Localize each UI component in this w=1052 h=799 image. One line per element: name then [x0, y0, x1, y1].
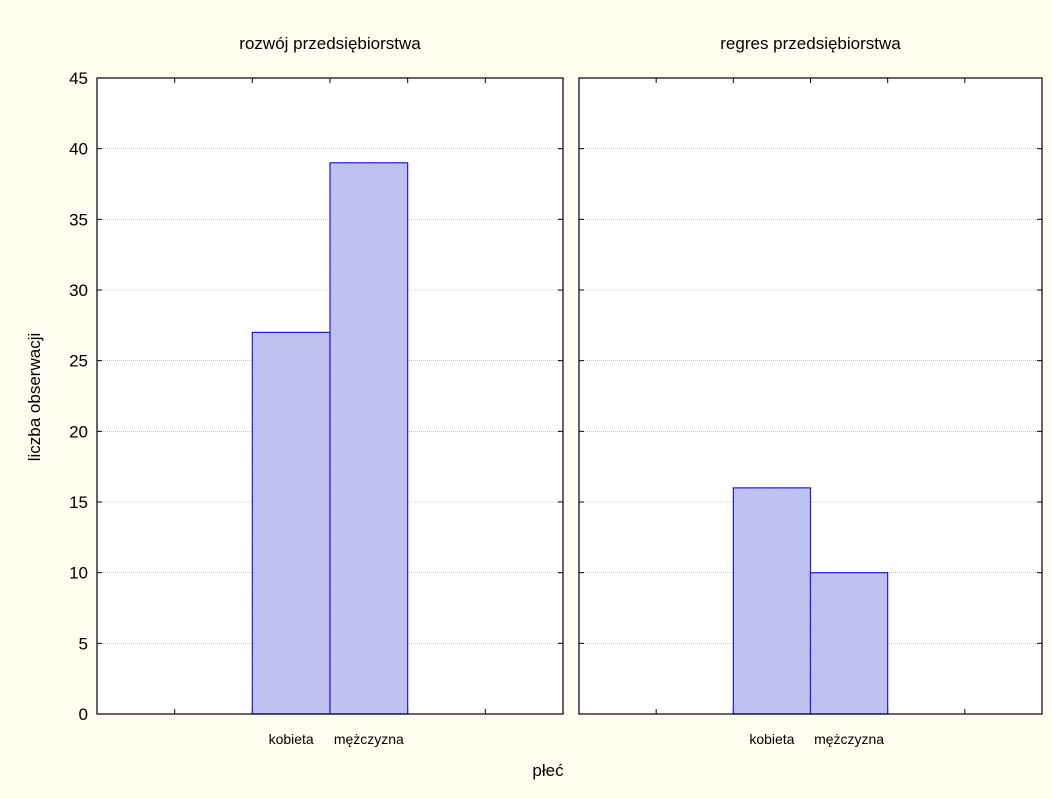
y-tick-label: 0: [79, 705, 88, 724]
bar: [732, 487, 812, 715]
x-tick-label: mężczyzna: [334, 731, 404, 747]
panel-1: kobieta mężczyzna 0 5 10 15 20 25 30 35 40 45 rozwój…: [69, 34, 564, 747]
y-tick-label: 20: [69, 422, 88, 441]
plot-frame: [578, 77, 1043, 715]
bar: [329, 162, 409, 715]
x-tick-label: mężczyzna: [814, 731, 884, 747]
panel-title: regres przedsiębiorstwa: [720, 34, 901, 53]
x-tick-label: kobieta: [269, 731, 314, 747]
y-tick-label: 35: [69, 210, 88, 229]
x-tick-label: kobieta: [749, 731, 794, 747]
y-tick-label: 5: [79, 634, 88, 653]
y-tick-label: 40: [69, 140, 88, 159]
y-tick-label: 10: [69, 564, 88, 583]
y-tick-label: 45: [69, 69, 88, 88]
y-axis-label: liczba obserwacji: [25, 333, 44, 462]
panel-title: rozwój przedsiębiorstwa: [239, 34, 421, 53]
x-axis-label: płeć: [532, 761, 564, 780]
plot-frame: [96, 77, 564, 715]
panel-2: kobieta mężczyzna regres przedsiębiorstwa: [578, 34, 1043, 747]
y-tick-label: 25: [69, 352, 88, 371]
bar: [251, 331, 331, 715]
y-tick-label: 15: [69, 493, 88, 512]
y-tick-label: 30: [69, 281, 88, 300]
bar: [809, 572, 889, 715]
